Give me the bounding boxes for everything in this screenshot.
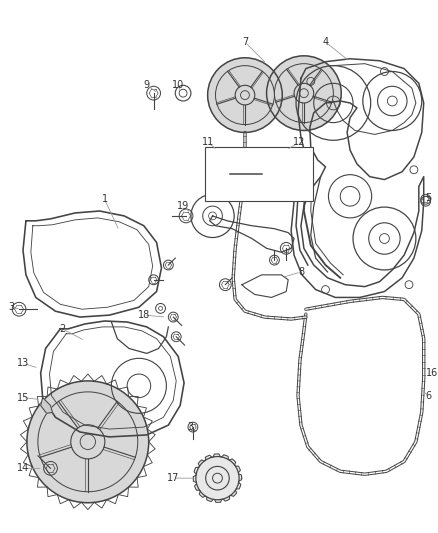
Text: 3: 3 <box>187 422 193 432</box>
Text: 18: 18 <box>138 310 150 320</box>
Text: 17: 17 <box>167 473 180 483</box>
Polygon shape <box>208 58 282 132</box>
Text: 10: 10 <box>172 80 184 90</box>
Text: 8: 8 <box>298 267 304 277</box>
Text: 9: 9 <box>144 80 150 90</box>
Text: 3: 3 <box>8 302 14 312</box>
Text: 5: 5 <box>425 193 432 203</box>
Text: 6: 6 <box>426 391 432 401</box>
Text: 16: 16 <box>425 368 438 378</box>
Polygon shape <box>27 381 149 503</box>
Polygon shape <box>41 398 53 413</box>
Text: 7: 7 <box>242 37 248 47</box>
Text: 1: 1 <box>102 194 108 204</box>
Bar <box>205 147 313 201</box>
Polygon shape <box>193 454 242 503</box>
Text: 13: 13 <box>17 358 29 368</box>
Text: 11: 11 <box>201 138 214 147</box>
Text: 12: 12 <box>293 138 305 147</box>
Text: 19: 19 <box>177 201 189 211</box>
Text: 2: 2 <box>59 324 65 334</box>
Text: 14: 14 <box>17 463 29 473</box>
Text: 15: 15 <box>17 393 29 402</box>
Text: 4: 4 <box>322 37 328 47</box>
Polygon shape <box>267 56 341 131</box>
